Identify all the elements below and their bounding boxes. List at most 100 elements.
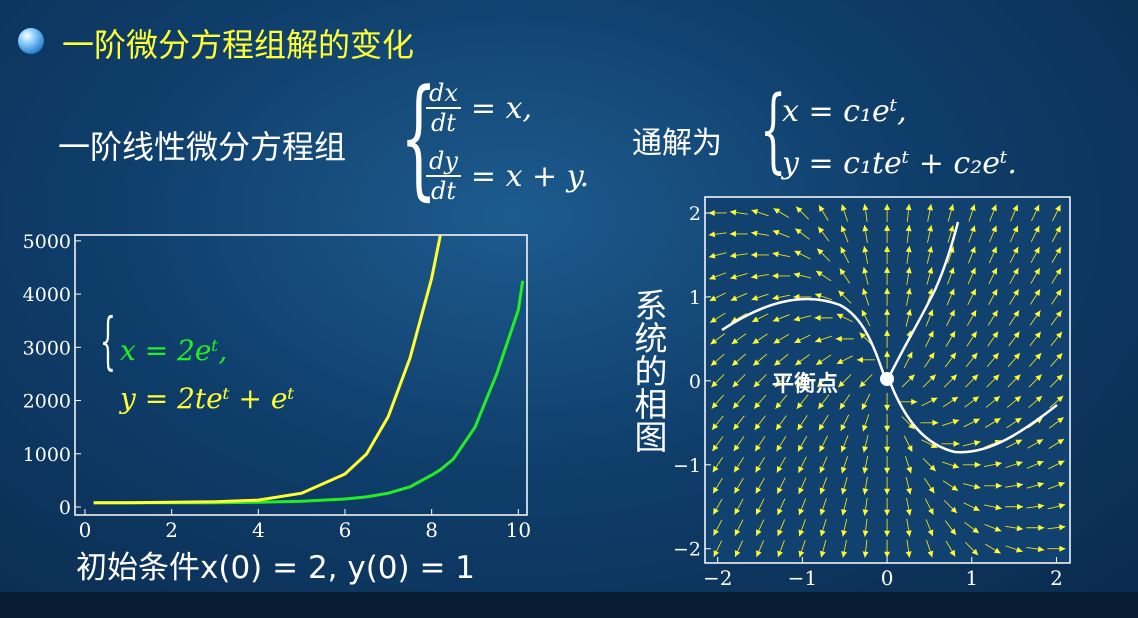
field-arrowhead — [927, 529, 934, 537]
field-arrowhead — [995, 461, 1002, 468]
field-arrowhead — [927, 204, 933, 211]
field-arrowhead — [884, 551, 891, 558]
field-arrowhead — [1037, 503, 1045, 510]
field-arrowhead — [972, 527, 979, 534]
field-arrowhead — [905, 551, 912, 558]
field-arrowhead — [1014, 374, 1021, 381]
field-arrowhead — [839, 268, 846, 276]
field-arrowhead — [841, 551, 848, 558]
field-arrowhead — [974, 461, 981, 468]
field-arrowhead — [1058, 481, 1065, 488]
field-arrowhead — [993, 418, 1001, 424]
field-arrowhead — [928, 486, 935, 494]
field-arrowhead — [905, 246, 912, 253]
field-arrowhead — [927, 246, 934, 253]
field-arrowhead — [732, 380, 739, 388]
field-arrowhead — [797, 423, 804, 431]
field-arrowhead — [970, 246, 976, 254]
field-arrowhead — [1056, 353, 1063, 360]
field-arrowhead — [952, 462, 960, 469]
field-arrowhead — [1036, 460, 1044, 467]
field-arrowhead — [798, 550, 805, 558]
field-arrowhead — [819, 487, 826, 495]
field-arrowhead — [712, 444, 719, 452]
field-arrowhead — [949, 288, 955, 296]
field-arrowhead — [710, 316, 717, 323]
field-arrowhead — [1057, 417, 1064, 424]
field-arrowhead — [861, 309, 868, 317]
field-arrowhead — [777, 508, 783, 515]
field-arrowhead — [711, 380, 718, 388]
field-arrowhead — [991, 310, 998, 317]
field-arrowhead — [751, 273, 758, 280]
field-arrowhead — [841, 530, 848, 537]
bullet — [18, 28, 44, 54]
field-arrowhead — [818, 423, 825, 431]
slide-title: 一阶微分方程组解的变化 — [62, 26, 415, 64]
field-arrowhead — [930, 397, 938, 404]
field-arrowhead — [773, 208, 781, 214]
fraction: dy dt — [426, 147, 461, 205]
field-arrowhead — [793, 272, 801, 279]
field-arrowhead — [991, 246, 997, 254]
x-tick-label: 6 — [339, 518, 352, 542]
trajectory — [888, 381, 1058, 454]
field-arrowhead — [950, 506, 957, 514]
field-arrowhead — [774, 380, 782, 388]
x-tick-label: 1 — [965, 566, 978, 590]
x-tick-label: 8 — [425, 518, 438, 542]
y-tick-label: 1000 — [23, 444, 71, 466]
field-arrowhead — [1055, 268, 1062, 275]
field-arrowhead — [712, 486, 719, 494]
field-arrowhead — [756, 529, 762, 536]
field-arrowhead — [818, 226, 825, 234]
field-arrowhead — [713, 528, 719, 536]
field-arrowhead — [991, 289, 998, 296]
field-arrowhead — [973, 505, 980, 511]
field-arrowhead — [862, 225, 869, 232]
field-arrowhead — [1038, 524, 1045, 531]
field-arrowhead — [835, 335, 842, 342]
field-arrowhead — [1012, 246, 1019, 254]
field-arrowhead — [905, 530, 912, 537]
field-arrowhead — [795, 228, 802, 235]
field-arrowhead — [772, 272, 779, 279]
field-arrowhead — [1033, 204, 1040, 212]
field-arrowhead — [798, 466, 804, 473]
field-arrowhead — [884, 509, 891, 516]
field-arrowhead — [1012, 225, 1019, 233]
field-arrowhead — [905, 225, 912, 232]
field-arrowhead — [815, 336, 822, 343]
field-arrowhead — [929, 464, 936, 472]
field-arrowhead — [774, 359, 781, 366]
field-arrowhead — [911, 398, 918, 405]
field-arrowhead — [753, 359, 760, 366]
field-arrowhead — [884, 404, 891, 411]
field-arrowhead — [1034, 246, 1040, 254]
field-arrowhead — [1016, 546, 1023, 553]
numerator: dx — [426, 79, 461, 109]
field-arrowhead — [1015, 439, 1023, 446]
field-arrowhead — [951, 396, 959, 403]
field-arrowhead — [752, 338, 760, 344]
field-arrowhead — [712, 423, 719, 430]
field-arrowhead — [709, 295, 717, 301]
field-arrowhead — [796, 206, 803, 213]
field-arrowhead — [1013, 310, 1020, 318]
field-arrowhead — [775, 402, 782, 409]
annotation: y = 2teᵗ + eᵗ — [118, 382, 294, 415]
field-arrowhead — [969, 225, 976, 233]
system: dx dt = x, dy dt = x + y. — [426, 74, 589, 210]
field-arrowhead — [905, 509, 912, 516]
field-arrowhead — [992, 352, 999, 360]
field-arrowhead — [708, 209, 715, 216]
field-arrowhead — [1016, 460, 1023, 467]
field-arrowhead — [884, 350, 891, 357]
trajectory — [888, 221, 960, 376]
fraction: dx dt — [426, 79, 461, 137]
field-arrowhead — [993, 396, 1000, 403]
field-arrowhead — [817, 248, 824, 255]
field-arrowhead — [927, 550, 934, 558]
field-arrowhead — [793, 315, 801, 322]
